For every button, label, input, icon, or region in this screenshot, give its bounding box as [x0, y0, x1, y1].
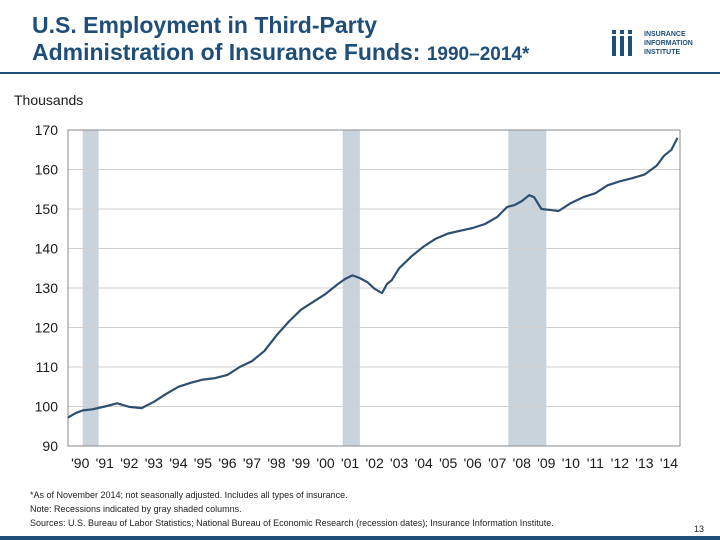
x-tick-label-2013: '13 [635, 455, 653, 471]
x-tick-label-1996: '96 [218, 455, 236, 471]
footnote-asof: *As of November 2014; not seasonally adj… [30, 490, 348, 500]
logo-line-3: INSTITUTE [644, 49, 681, 56]
slide-title: U.S. Employment in Third-Party Administr… [32, 12, 592, 68]
y-tick-label-100: 100 [35, 399, 59, 415]
logo-line-1: INSURANCE [644, 31, 686, 38]
header-divider [0, 72, 720, 74]
iii-logo-icon [612, 30, 632, 56]
x-tick-label-2009: '09 [537, 455, 555, 471]
x-tick-label-2000: '00 [316, 455, 334, 471]
y-tick-label-90: 90 [42, 438, 58, 454]
x-tick-label-2010: '10 [562, 455, 580, 471]
iii-logo: INSURANCE INFORMATION INSTITUTE [610, 28, 710, 64]
x-tick-label-1992: '92 [120, 455, 138, 471]
y-tick-label-120: 120 [35, 320, 59, 336]
x-tick-label-2008: '08 [513, 455, 531, 471]
y-axis-units-label: Thousands [14, 92, 84, 108]
x-tick-label-2005: '05 [439, 455, 457, 471]
iii-logo-text: INSURANCE INFORMATION INSTITUTE [644, 30, 714, 57]
series-line-employment [67, 137, 679, 419]
footnote-recessions: Note: Recessions indicated by gray shade… [30, 504, 242, 514]
x-tick-label-2007: '07 [488, 455, 506, 471]
title-line-2: Administration of Insurance Funds: 1990–… [32, 39, 592, 68]
x-tick-label-2011: '11 [587, 455, 604, 471]
x-tick-label-1990: '90 [71, 455, 89, 471]
x-tick-label-2004: '04 [415, 455, 433, 471]
x-tick-label-2003: '03 [390, 455, 408, 471]
page-number: 13 [694, 524, 705, 534]
plot-frame [67, 129, 681, 447]
title-period: 1990–2014* [426, 44, 530, 65]
x-tick-label-2012: '12 [611, 455, 629, 471]
x-tick-label-2002: '02 [365, 455, 383, 471]
y-tick-label-130: 130 [35, 280, 59, 296]
footnotes: *As of November 2014; not seasonally adj… [30, 488, 710, 530]
x-tick-label-1994: '94 [169, 455, 187, 471]
y-tick-label-170: 170 [35, 122, 59, 138]
employment-line-chart: 90 100 110 120 130 140 150 160 170 '90 '91 '92 '93 '9… [35, 122, 681, 471]
y-tick-label-160: 160 [35, 162, 59, 178]
y-tick-label-150: 150 [35, 201, 59, 217]
footnote-sources: Sources: U.S. Bureau of Labor Statistics… [30, 518, 554, 528]
x-tick-label-2001: '01 [341, 455, 359, 471]
x-tick-label-2014: '14 [660, 455, 678, 471]
footer-bar [0, 536, 720, 540]
y-tick-label-140: 140 [35, 241, 59, 257]
x-tick-label-2006: '06 [464, 455, 482, 471]
title-line-1: U.S. Employment in Third-Party [32, 12, 378, 38]
title-text: Administration of Insurance Funds: [32, 39, 421, 65]
x-tick-label-1999: '99 [292, 455, 310, 471]
logo-line-2: INFORMATION [644, 40, 693, 47]
x-tick-label-1997: '97 [243, 455, 261, 471]
x-tick-label-1993: '93 [145, 455, 163, 471]
x-tick-label-1995: '95 [194, 455, 212, 471]
x-tick-label-1991: '91 [96, 455, 114, 471]
x-tick-label-1998: '98 [267, 455, 285, 471]
y-tick-label-110: 110 [36, 359, 59, 375]
